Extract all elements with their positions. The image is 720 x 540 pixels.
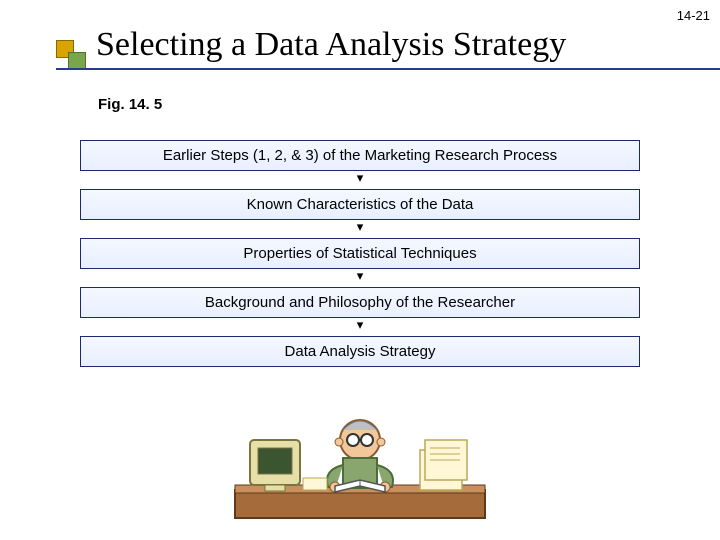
arrow-down-icon: ▾ [80,269,640,287]
flow-step: Known Characteristics of the Data [80,189,640,220]
title-underline [56,68,720,70]
figure-label: Fig. 14. 5 [98,96,162,113]
arrow-down-icon: ▾ [80,318,640,336]
page-number: 14-21 [677,8,710,23]
title-block: Selecting a Data Analysis Strategy [56,26,680,66]
arrow-down-icon: ▾ [80,220,640,238]
flowchart: Earlier Steps (1, 2, & 3) of the Marketi… [80,140,640,367]
flow-step: Properties of Statistical Techniques [80,238,640,269]
flow-step: Background and Philosophy of the Researc… [80,287,640,318]
arrow-down-icon: ▾ [80,171,640,189]
flow-step: Data Analysis Strategy [80,336,640,367]
page-title: Selecting a Data Analysis Strategy [96,26,680,66]
researcher-cartoon-icon [225,400,495,530]
flow-step: Earlier Steps (1, 2, & 3) of the Marketi… [80,140,640,171]
title-decoration-icon [56,40,94,76]
